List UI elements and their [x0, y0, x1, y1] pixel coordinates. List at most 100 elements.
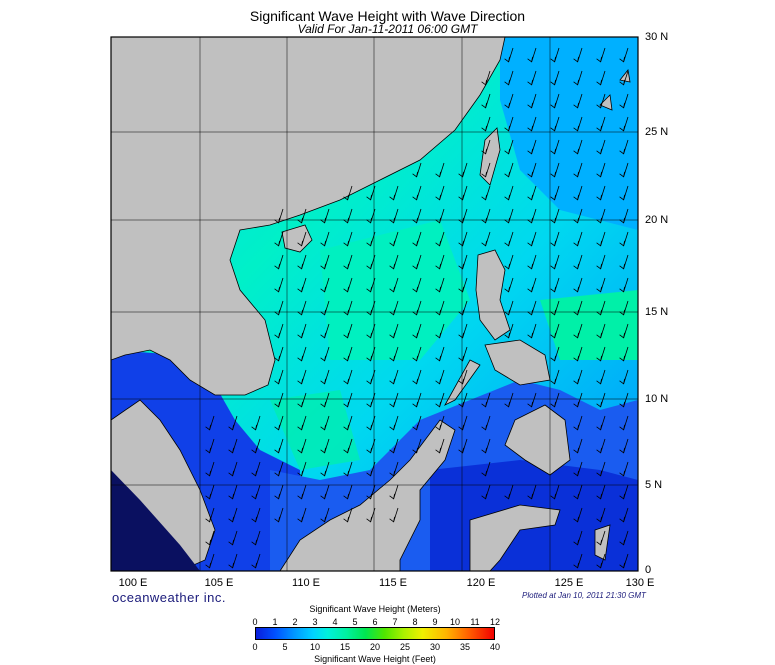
wave-arrow-head: [389, 516, 395, 523]
wave-arrow-head: [596, 447, 602, 454]
wave-arrow-head: [504, 332, 510, 339]
wave-arrow-head: [435, 263, 441, 270]
lat-label-0: 0: [645, 564, 652, 576]
legend-tick-feet: 5: [282, 642, 288, 652]
wave-arrow-head: [573, 401, 579, 408]
legend-title-feet: Significant Wave Height (Feet): [314, 654, 436, 664]
wave-arrow-head: [251, 493, 257, 500]
wave-arrow-head: [389, 470, 395, 477]
wave-arrow-head: [205, 562, 211, 569]
wave-arrow-head: [573, 240, 579, 247]
wave-arrow-head: [274, 493, 280, 500]
legend-tick-meters: 9: [432, 617, 438, 627]
legend-tick-meters: 5: [352, 617, 358, 627]
legend-colorbar: [255, 627, 495, 640]
wave-arrow-head: [550, 401, 556, 408]
wave-arrow-head: [527, 286, 533, 293]
wave-arrow-head: [550, 355, 556, 362]
taiwan: [479, 127, 501, 186]
legend-tick-feet: 40: [489, 642, 500, 652]
wave-arrow-head: [596, 148, 602, 155]
wave-arrow-head: [596, 355, 602, 362]
wave-arrow-head: [550, 309, 556, 316]
wave-arrow-head: [458, 447, 464, 454]
wave-arrow-head: [550, 493, 556, 500]
wave-arrow-head: [619, 263, 625, 270]
wave-arrow-head: [320, 217, 326, 224]
brand-logo-text: oceanweather inc.: [112, 590, 227, 605]
wave-arrow-head: [251, 424, 257, 431]
wave-arrow-head: [458, 286, 464, 293]
wave-arrow-head: [573, 539, 579, 546]
wave-arrow-head: [527, 79, 533, 86]
wave-arrow-head: [205, 493, 211, 500]
wave-arrow-head: [251, 470, 257, 477]
wave-arrow-head: [504, 125, 510, 132]
map-title: Significant Wave Height with Wave Direct…: [249, 8, 526, 24]
lon-label-120e: 120 E: [466, 577, 496, 589]
wave-arrow-head: [527, 171, 533, 178]
wave-arrow-head: [297, 217, 303, 224]
wave-arrow-head: [619, 424, 625, 431]
legend-tick-meters: 2: [292, 617, 298, 627]
wave-arrow-head: [619, 125, 625, 132]
wave-arrow-head: [619, 355, 625, 362]
wave-arrow-head: [573, 194, 579, 201]
wave-arrow-head: [274, 470, 280, 477]
wave-arrow-head: [527, 194, 533, 201]
wave-arrow-head: [573, 102, 579, 109]
wave-arrow-head: [297, 240, 303, 247]
wave-arrow-head: [596, 102, 602, 109]
legend-tick-meters: 6: [372, 617, 378, 627]
wave-arrow-head: [504, 217, 510, 224]
wave-arrow-head: [435, 355, 441, 362]
wave-arrow-head: [251, 516, 257, 523]
wave-arrow-head: [389, 263, 395, 270]
wave-arrow-head: [297, 424, 303, 431]
wave-arrow-head: [320, 309, 326, 316]
wave-arrow-head: [366, 516, 372, 523]
wave-arrow-head: [366, 470, 372, 477]
wave-arrow-head: [343, 217, 349, 224]
wave-arrow-head: [458, 217, 464, 224]
wave-arrow-head: [228, 470, 234, 477]
wave-arrow-head: [596, 171, 602, 178]
wave-arrow-head: [458, 355, 464, 362]
wave-arrow-head: [550, 125, 556, 132]
lat-label-15n: 15 N: [645, 306, 669, 318]
wave-arrow-head: [389, 378, 395, 385]
wave-arrow-head: [412, 378, 418, 385]
wave-arrow-head: [435, 309, 441, 316]
wave-arrow-head: [550, 171, 556, 178]
wave-arrow-head: [573, 424, 579, 431]
legend-tick-meters: 11: [470, 617, 480, 627]
wave-arrow-head: [481, 217, 487, 224]
wave-arrow-head: [274, 263, 280, 270]
wave-arrow-head: [481, 240, 487, 247]
wave-arrow-head: [251, 539, 257, 546]
wave-arrow-head: [573, 79, 579, 86]
wave-arrow-head: [573, 562, 579, 569]
lon-label-125e: 125 E: [554, 577, 584, 589]
wave-arrow-head: [458, 378, 464, 385]
wave-arrow-head: [504, 171, 510, 178]
pacific-high-band: [540, 290, 638, 360]
wave-arrow-head: [435, 401, 441, 408]
lat-label-20n: 20 N: [645, 214, 669, 226]
wave-arrow-head: [573, 171, 579, 178]
wave-arrow-head: [596, 539, 602, 546]
legend-tick-meters: 12: [489, 617, 500, 627]
wave-arrow-head: [596, 194, 602, 201]
wave-arrow-head: [619, 447, 625, 454]
wave-arrow-head: [619, 401, 625, 408]
southern-patch-green: [270, 390, 360, 470]
wave-arrow-head: [619, 286, 625, 293]
wave-arrow-head: [619, 470, 625, 477]
wave-arrow-head: [435, 447, 441, 454]
wave-arrow-head: [343, 401, 349, 408]
wave-arrow-head: [297, 493, 303, 500]
wave-arrow-head: [320, 493, 326, 500]
wave-arrow-head: [205, 539, 211, 546]
wave-arrow-head: [481, 493, 487, 500]
wave-arrow-head: [228, 562, 234, 569]
